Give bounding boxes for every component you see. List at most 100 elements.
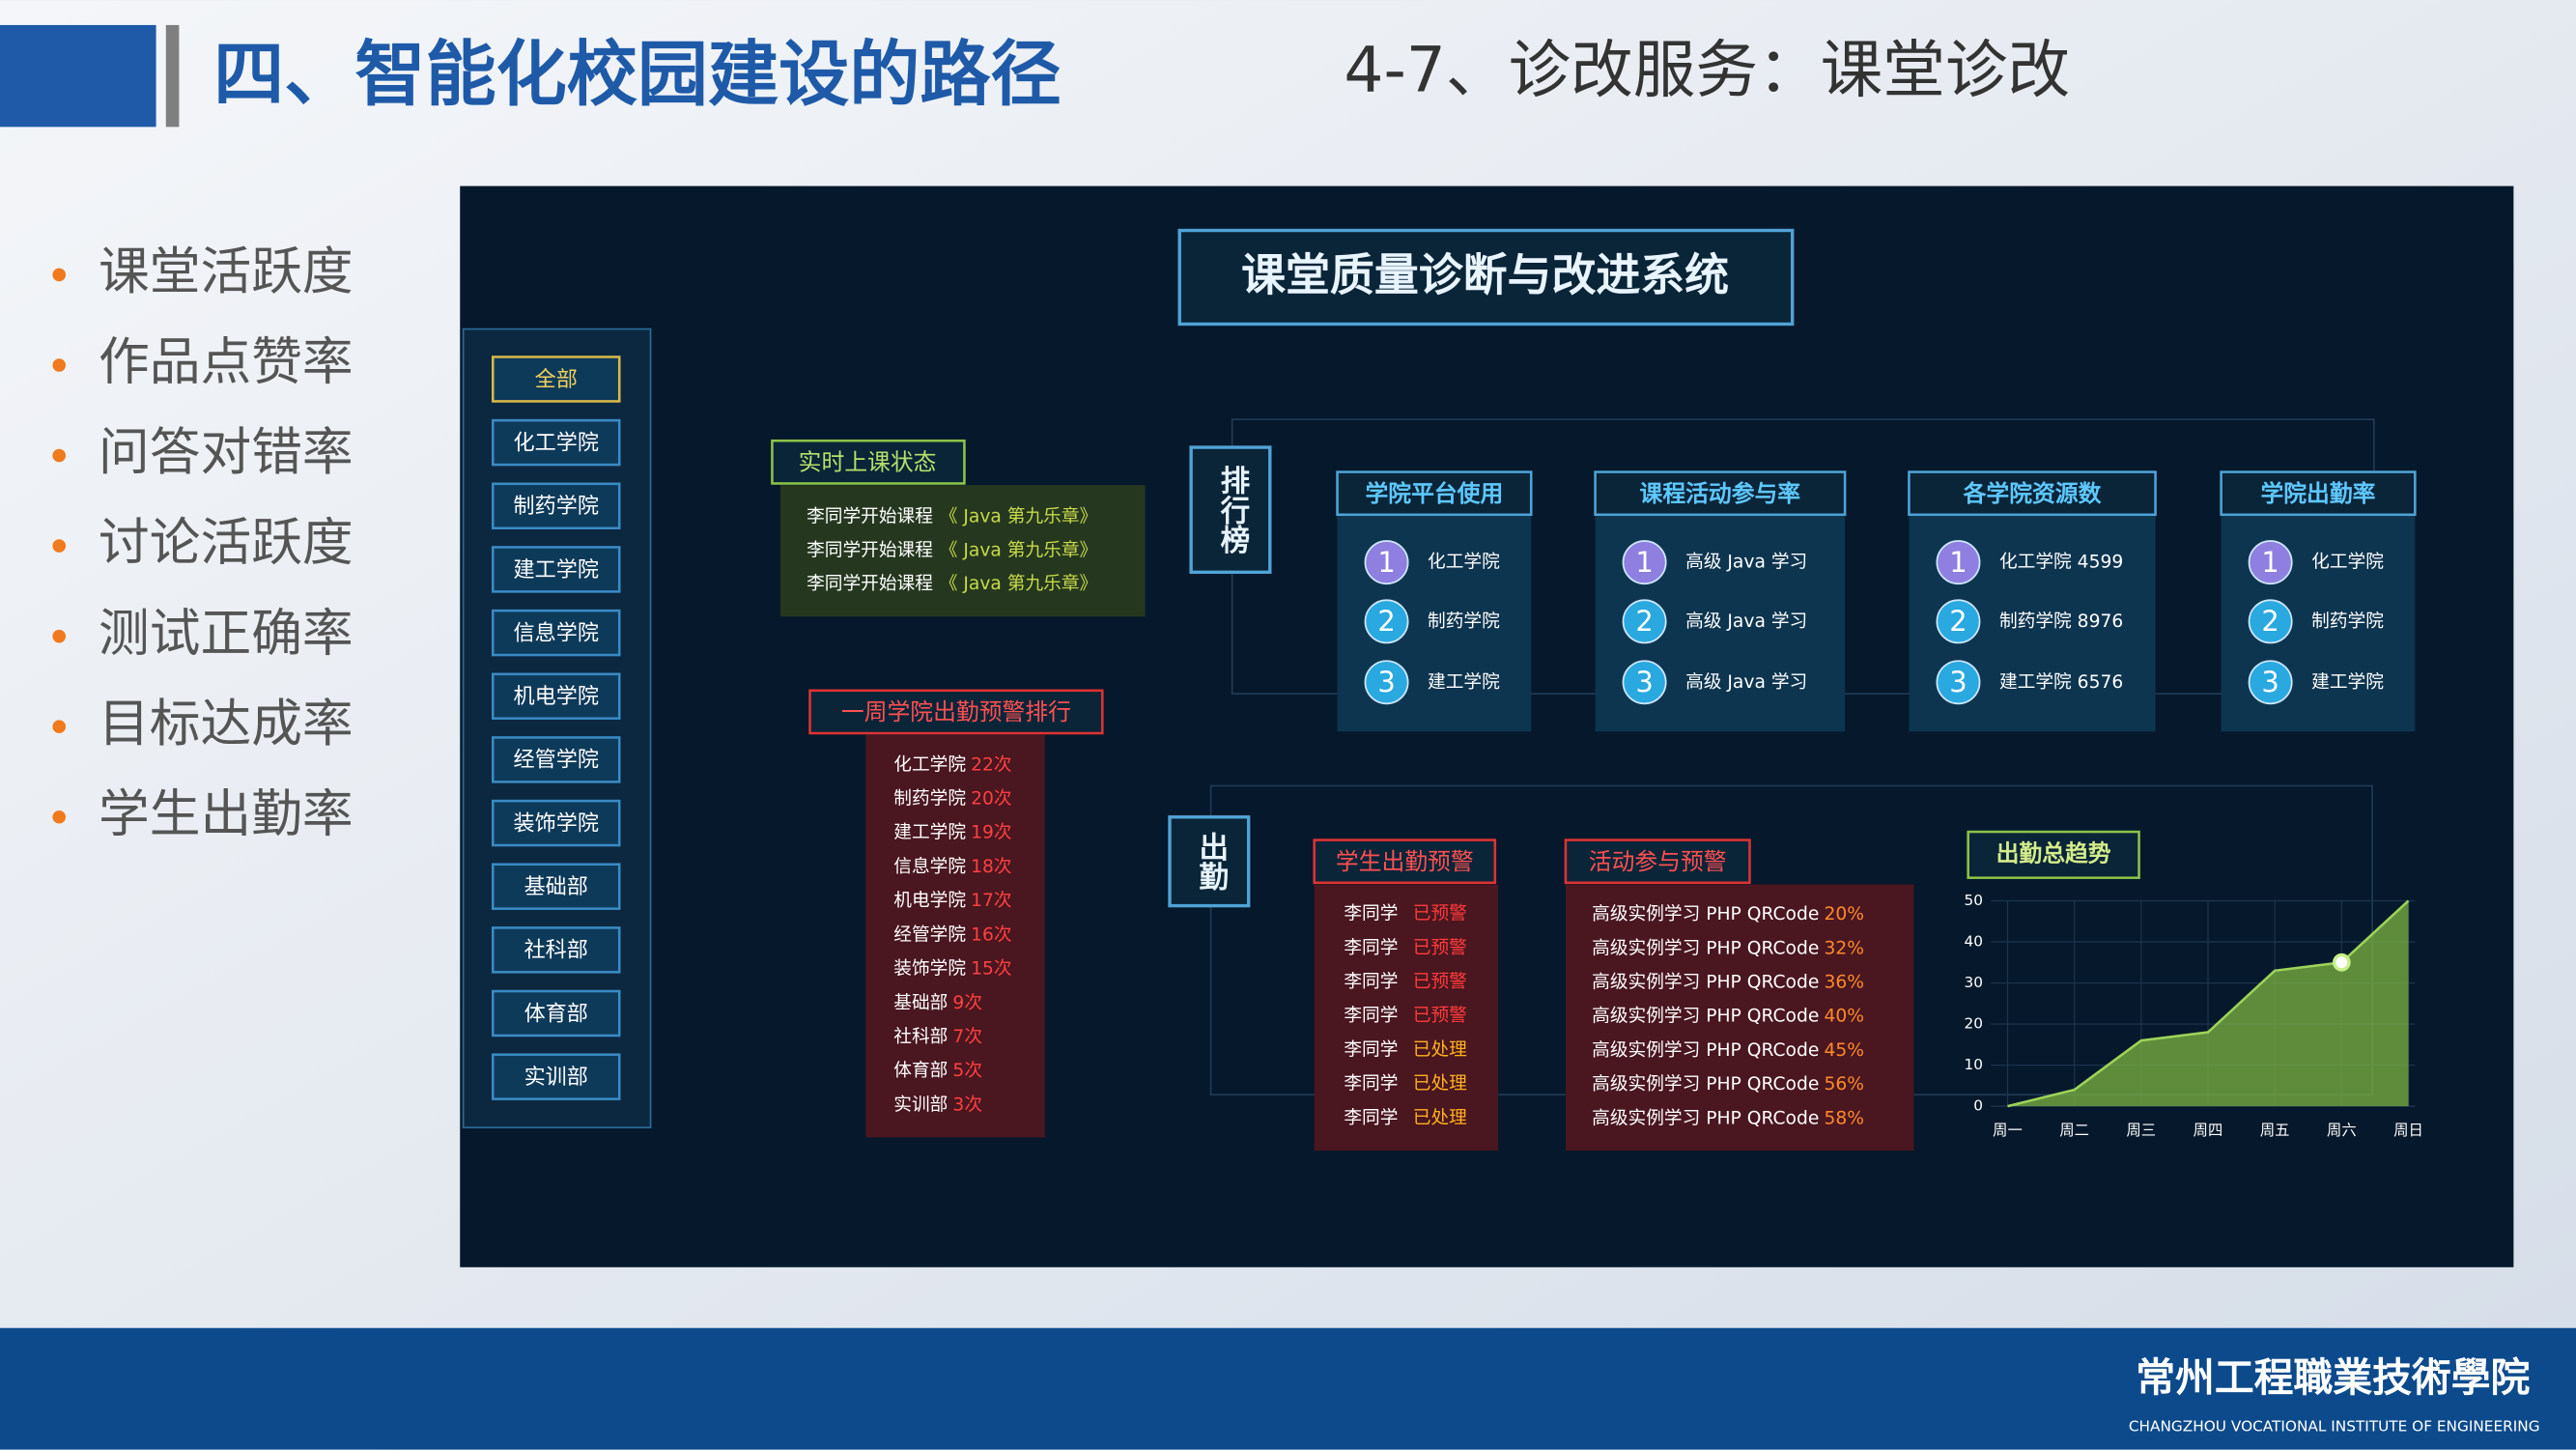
x-tick-label: 周六 [2327,1122,2357,1139]
bullet-text: 课堂活跃度 [99,242,354,301]
ranking-title-box [1594,470,1847,517]
warning-count: 15次 [971,958,1011,979]
ranking-title: 学院出勤率 [2260,480,2375,507]
rank-number: 2 [1949,605,1967,638]
warning-count: 9次 [952,992,982,1012]
y-tick-label: 10 [1965,1056,1983,1073]
weekly-warning-row: 体育部 5次 [893,1061,982,1081]
rank-badge [1364,660,1409,705]
rank-badge [2248,599,2293,644]
student-status: 已预警 [1413,904,1467,924]
warning-count: 5次 [952,1061,982,1081]
student-status: 已预警 [1413,972,1467,992]
college-name: 体育部 [893,1061,948,1081]
college-name: 建工学院 [893,822,966,842]
rank-item: 化工学院 4599 [1999,553,2123,573]
warning-count: 17次 [971,891,1011,911]
rank-badge [1936,660,1981,705]
sidebar-button-label: 实训部 [524,1065,588,1090]
x-tick-label: 周三 [2127,1122,2157,1139]
sidebar-button-label: 制药学院 [514,494,599,519]
activity-row: 高级实例学习 PHP QRCode 58% [1592,1108,1864,1128]
rank-badge [1622,660,1667,705]
weekly-warning-row: 基础部 9次 [893,992,982,1012]
student-status: 已处理 [1413,1074,1467,1095]
sidebar-button-label: 化工学院 [514,430,599,455]
weekly-warning-row: 信息学院 18次 [893,856,1011,876]
rank-item: 高级 Java 学习 [1685,553,1807,573]
rank-badge [1622,540,1667,585]
rank-badge [1936,540,1981,585]
bullet-dot [52,358,67,372]
sidebar-button [491,799,621,847]
college-name: 信息学院 [893,856,966,876]
activity-pct: 32% [1824,938,1864,958]
rank-item: 建工学院 [1428,672,1500,693]
live-status-title: 实时上课状态 [799,449,937,476]
rank-item: 制药学院 8976 [1999,611,2123,632]
rank-badge [2248,660,2293,705]
sidebar-button [491,546,621,593]
bullet-dot [52,720,67,734]
school-name-en: CHANGZHOU VOCATIONAL INSTITUTE OF ENGINE… [2129,1417,2540,1435]
sidebar-button-label: 信息学院 [514,620,599,645]
activity-pct: 58% [1824,1108,1864,1128]
student-name: 李同学 [1344,1074,1398,1095]
activity-warning-label-box [1564,839,1751,885]
sidebar-button [491,672,621,720]
bullet-text: 学生出勤率 [99,784,354,843]
activity-text: 高级实例学习 PHP QRCode [1592,972,1819,992]
sidebar-button-label: 经管学院 [514,748,599,773]
warning-count: 16次 [971,924,1011,945]
college-name: 社科部 [893,1026,948,1046]
student-status: 已预警 [1413,938,1467,958]
chart-title: 出勤总趋势 [1996,839,2111,867]
y-tick-label: 40 [1965,933,1983,951]
student-name: 李同学 [1344,1006,1398,1026]
attendance-label-box [1168,815,1251,908]
school-name: 常州工程職業技術學院 [2136,1354,2530,1401]
activity-text: 高级实例学习 PHP QRCode [1592,1108,1819,1128]
activity-text: 高级实例学习 PHP QRCode [1592,904,1819,924]
weekly-warning-row: 化工学院 22次 [893,754,1011,775]
rank-item: 建工学院 6576 [1999,672,2123,693]
sidebar-button [491,609,621,657]
student-name: 李同学 [1344,938,1398,958]
rank-number: 2 [2261,605,2279,638]
activity-text: 高级实例学习 PHP QRCode [1592,1006,1819,1026]
student-status: 已处理 [1413,1039,1467,1060]
college-name: 装饰学院 [893,958,966,979]
y-tick-label: 20 [1965,1015,1983,1033]
rank-badge [2248,540,2293,585]
activity-text: 高级实例学习 PHP QRCode [1592,1074,1819,1095]
rank-number: 3 [1377,666,1395,698]
row-text: 李同学开始课程 [807,506,933,526]
activity-row: 高级实例学习 PHP QRCode 40% [1592,1006,1864,1026]
course-name: 《 Java 第九乐章》 [940,540,1097,560]
warning-count: 19次 [971,822,1011,842]
x-tick-label: 周二 [2059,1122,2089,1139]
footer [0,1327,2576,1450]
dashboard-title: 课堂质量诊断与改进系统 [1241,248,1729,300]
activity-row: 高级实例学习 PHP QRCode 36% [1592,972,1864,992]
ranking-title-box [1908,470,2157,517]
rank-badge [1622,599,1667,644]
activity-pct: 45% [1824,1039,1864,1060]
attendance-label: 出勤 [1193,832,1228,893]
warning-count: 18次 [971,856,1011,876]
rank-badge [1364,599,1409,644]
rank-item: 化工学院 [2311,553,2384,573]
ranking-title: 学院平台使用 [1365,480,1503,507]
live-status-row: 李同学开始课程《 Java 第九乐章》 [807,506,1097,526]
college-name: 经管学院 [893,924,966,945]
student-status: 已预警 [1413,1006,1467,1026]
sidebar-button [491,863,621,910]
bullet-dot [52,810,67,824]
sidebar-button-label: 体育部 [524,1001,588,1026]
rank-badge [1364,540,1409,585]
ranking-label-box [1189,445,1272,575]
rank-item: 高级 Java 学习 [1685,611,1807,632]
highlight-point [2332,952,2351,972]
rank-item: 高级 Java 学习 [1685,672,1807,693]
